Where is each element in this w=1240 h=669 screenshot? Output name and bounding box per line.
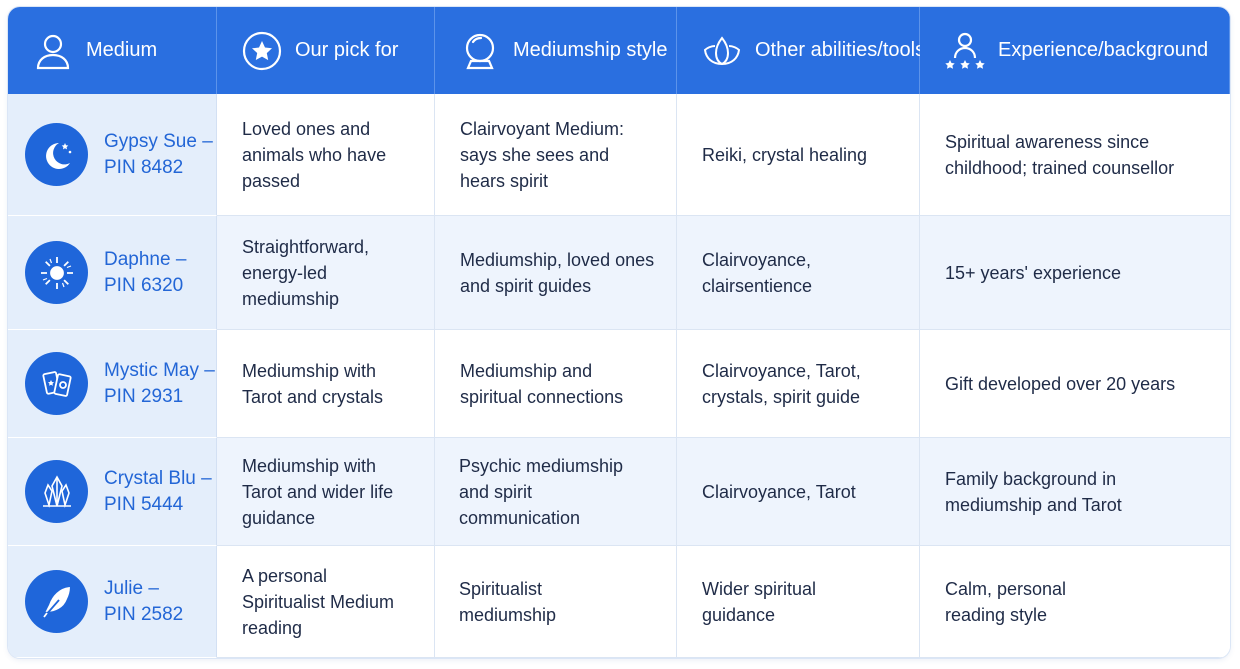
cell-text: Mediumship, loved ones and spirit guides — [460, 249, 655, 296]
row-3-pick: Mediumship with Tarot and crystals — [217, 330, 435, 438]
person-icon — [32, 30, 74, 72]
table-grid: Medium Our pick for Mediumship style — [8, 7, 1230, 658]
cell-text: Family background in mediumship and Taro… — [945, 468, 1122, 515]
medium-name: Crystal Blu – PIN 5444 — [104, 467, 212, 515]
sun-icon — [25, 241, 88, 304]
row-1-pick: Loved ones and animals who have passed — [217, 94, 435, 216]
row-5-abilities: Wider spiritual guidance — [677, 546, 920, 658]
cell-text: Clairvoyance, Tarot, crystals, spirit gu… — [702, 360, 861, 407]
cell-text: Clairvoyant Medium: says she sees and he… — [460, 118, 625, 191]
row-3-abilities: Clairvoyance, Tarot, crystals, spirit gu… — [677, 330, 920, 438]
row-2-style: Mediumship, loved ones and spirit guides — [435, 216, 677, 330]
header-medium: Medium — [8, 7, 217, 94]
row-5-style: Spiritualist mediumship — [435, 546, 677, 658]
row-2-experience: 15+ years' experience — [920, 216, 1230, 330]
cell-text: Mediumship with Tarot and crystals — [242, 360, 384, 407]
medium-name: Daphne – PIN 6320 — [104, 248, 187, 296]
cell-text: A personal Spiritualist Medium reading — [242, 565, 395, 638]
cell-text: Mediumship with Tarot and wider life gui… — [242, 455, 394, 528]
person-stars-icon — [944, 30, 986, 72]
row-2-abilities: Clairvoyance, clairsentience — [677, 216, 920, 330]
row-1-style: Clairvoyant Medium: says she sees and he… — [435, 94, 677, 216]
row-4-style: Psychic mediumship and spirit communicat… — [435, 438, 677, 546]
cell-text: Psychic mediumship and spirit communicat… — [459, 455, 624, 528]
header-style-label: Mediumship style — [513, 39, 668, 61]
header-style: Mediumship style — [435, 7, 677, 94]
row-4-abilities: Clairvoyance, Tarot — [677, 438, 920, 546]
tarot-cards-icon — [25, 352, 88, 415]
cell-text: Spiritualist mediumship — [459, 578, 557, 625]
cell-text: 15+ years' experience — [945, 262, 1122, 283]
row-3-experience: Gift developed over 20 years — [920, 330, 1230, 438]
moon-stars-icon — [25, 123, 88, 186]
medium-name: Mystic May – PIN 2931 — [104, 359, 215, 407]
cell-text: Calm, personal reading style — [945, 578, 1067, 625]
medium-name: Julie – PIN 2582 — [104, 577, 184, 625]
cell-text: Wider spiritual guidance — [702, 578, 817, 625]
feather-icon — [25, 570, 88, 633]
cell-text: Clairvoyance, Tarot — [702, 481, 856, 502]
cell-text: Spiritual awareness since childhood; tra… — [945, 131, 1175, 178]
row-5-medium: Julie – PIN 2582 — [8, 546, 217, 658]
header-pick-label: Our pick for — [295, 39, 399, 61]
crystal-ball-icon — [459, 30, 501, 72]
header-medium-label: Medium — [86, 39, 158, 61]
row-5-experience: Calm, personal reading style — [920, 546, 1230, 658]
row-4-experience: Family background in mediumship and Taro… — [920, 438, 1230, 546]
row-4-pick: Mediumship with Tarot and wider life gui… — [217, 438, 435, 546]
crystal-icon — [25, 460, 88, 523]
cell-text: Clairvoyance, clairsentience — [702, 249, 813, 296]
header-experience: Experience/background — [920, 7, 1230, 94]
cell-text: Mediumship and spiritual connections — [460, 360, 624, 407]
row-3-medium: Mystic May – PIN 2931 — [8, 330, 217, 438]
row-3-style: Mediumship and spiritual connections — [435, 330, 677, 438]
cell-text: Gift developed over 20 years — [945, 373, 1176, 394]
row-2-medium: Daphne – PIN 6320 — [8, 216, 217, 330]
row-4-medium: Crystal Blu – PIN 5444 — [8, 438, 217, 546]
cell-text: Reiki, crystal healing — [702, 144, 868, 165]
header-experience-label: Experience/background — [998, 39, 1209, 61]
header-abilities: Other abilities/tools — [677, 7, 925, 94]
cell-text: Straightforward, energy-led mediumship — [242, 236, 370, 309]
star-badge-icon — [241, 30, 283, 72]
row-1-abilities: Reiki, crystal healing — [677, 94, 920, 216]
medium-name: Gypsy Sue – PIN 8482 — [104, 130, 213, 178]
row-5-pick: A personal Spiritualist Medium reading — [217, 546, 435, 658]
row-1-medium: Gypsy Sue – PIN 8482 — [8, 94, 217, 216]
comparison-table: Medium Our pick for Mediumship style — [8, 7, 1230, 658]
header-abilities-label: Other abilities/tools — [755, 39, 926, 61]
cell-text: Loved ones and animals who have passed — [242, 118, 387, 191]
row-1-experience: Spiritual awareness since childhood; tra… — [920, 94, 1230, 216]
row-2-pick: Straightforward, energy-led mediumship — [217, 216, 435, 330]
header-pick: Our pick for — [217, 7, 435, 94]
lotus-icon — [701, 30, 743, 72]
